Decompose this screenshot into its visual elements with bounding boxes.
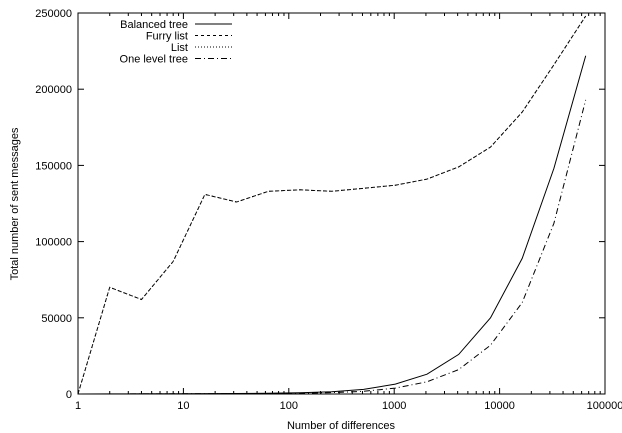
legend-label-balanced-tree: Balanced tree [120, 19, 188, 31]
y-axis-label: Total number of sent messages [9, 127, 21, 280]
legend-label-one-level-tree: One level tree [120, 54, 188, 66]
x-tick-label: 100 [280, 400, 298, 412]
plot-frame [77, 12, 606, 395]
series-line-balanced-tree [77, 55, 587, 395]
legend-label-list: List [171, 42, 188, 54]
x-tick-label: 100000 [587, 400, 622, 412]
series-lines [77, 15, 587, 395]
series-line-furry-list [77, 15, 587, 395]
series-line-one-level-tree [78, 99, 587, 395]
series-line-list [77, 15, 587, 395]
x-tick-label: 1 [75, 400, 81, 412]
y-tick-label: 250000 [35, 8, 72, 20]
axis-ticks: 1 10 100 1000 10000 100000 0 50000 100000 150000 2… [35, 8, 622, 412]
y-tick-label: 0 [66, 389, 72, 401]
x-tick-label: 10000 [484, 400, 515, 412]
legend-label-furry-list: Furry list [146, 31, 188, 43]
x-axis-label: Number of differences [287, 420, 396, 432]
y-tick-label: 200000 [35, 84, 72, 96]
y-tick-label: 50000 [41, 313, 72, 325]
y-tick-label: 150000 [35, 160, 72, 172]
x-tick-label: 1000 [382, 400, 406, 412]
y-tick-label: 100000 [35, 237, 72, 249]
x-tick-label: 10 [177, 400, 189, 412]
